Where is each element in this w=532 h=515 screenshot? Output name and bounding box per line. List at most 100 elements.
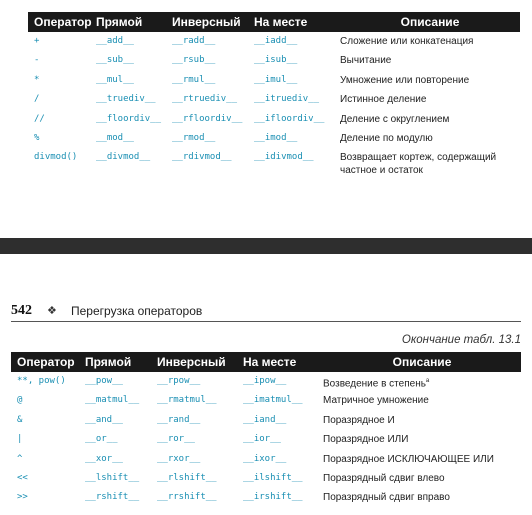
inverse-method-cell-text: __rtruediv__: [172, 94, 238, 105]
inverse-method-cell-text: __rxor__: [157, 453, 201, 464]
inverse-method-cell: __ror__: [151, 430, 237, 449]
direct-method-cell-text: __add__: [96, 36, 134, 46]
header-inverse: Инверсный: [166, 12, 248, 32]
operator-cell: +: [28, 32, 90, 51]
direct-method-cell: __matmul__: [79, 391, 151, 410]
description-cell-text: Вычитание: [340, 55, 392, 67]
operator-cell: <<: [11, 469, 79, 488]
direct-method-cell-text: __mul__: [96, 74, 134, 85]
direct-method-cell-text: __rshift__: [85, 492, 140, 503]
operator-table-bottom: Оператор Прямой Инверсный На месте Описа…: [11, 352, 521, 508]
description-cell-text: Поразрядный сдвиг влево: [323, 472, 445, 484]
header-direct: Прямой: [79, 352, 151, 372]
description-cell-text: Поразрядное ИЛИ: [323, 434, 409, 446]
page-number: 542: [11, 303, 32, 318]
table-row: - __sub__ __rsub__ __isub__ Вычитание: [28, 51, 520, 70]
table-header-row: Оператор Прямой Инверсный На месте Описа…: [11, 352, 521, 372]
operator-cell-text: -: [34, 55, 40, 66]
table-row: % __mod__ __rmod__ __imod__ Деление по модул…: [28, 129, 520, 148]
operator-cell: >>: [11, 488, 79, 507]
inplace-method-cell: __ior__: [237, 430, 317, 449]
direct-method-cell: __rshift__: [79, 488, 151, 507]
operator-cell-text: *: [34, 74, 40, 85]
direct-method-cell-text: __floordiv__: [96, 113, 162, 124]
description-cell: Поразрядное ИЛИ: [317, 430, 521, 449]
inplace-method-cell: __isub__: [248, 51, 334, 70]
table-header-row: Оператор Прямой Инверсный На месте Описа…: [28, 12, 520, 32]
table-continuation-caption: Окончание табл. 13.1: [401, 334, 521, 346]
inplace-method-cell-text: __itruediv__: [254, 94, 320, 105]
inplace-method-cell: __imod__: [248, 129, 334, 148]
table-row: | __or__ __ror__ __ior__ Поразрядное ИЛИ: [11, 430, 521, 449]
direct-method-cell-text: __xor__: [85, 453, 123, 464]
inplace-method-cell: __imul__: [248, 71, 334, 90]
inplace-method-cell: __ifloordiv__: [248, 110, 334, 129]
operator-cell: //: [28, 110, 90, 129]
description-cell: Деление с округлением: [334, 110, 520, 129]
direct-method-cell-text: __divmod__: [96, 152, 151, 163]
description-cell-text: Истинное деление: [340, 94, 427, 106]
direct-method-cell: __add__: [90, 32, 166, 51]
operator-cell-text: ^: [17, 453, 23, 464]
description-cell: Поразрядное И: [317, 411, 521, 430]
direct-method-cell-text: __lshift__: [85, 472, 140, 483]
inplace-method-cell: __itruediv__: [248, 90, 334, 109]
table-row: @ __matmul__ __rmatmul__ __imatmul__ Матричн…: [11, 391, 521, 410]
inverse-method-cell: __rmul__: [166, 71, 248, 90]
operator-cell: |: [11, 430, 79, 449]
operator-cell-text: +: [34, 36, 40, 46]
inverse-method-cell-text: __rand__: [157, 414, 201, 425]
operator-cell-text: //: [34, 113, 45, 124]
running-header: 542 ❖ Перегрузка операторов: [11, 303, 521, 322]
table-row: **, pow() __pow__ __rpow__ __ipow__ Возведен…: [11, 372, 521, 391]
direct-method-cell: __pow__: [79, 372, 151, 391]
description-cell: Поразрядный сдвиг вправо: [317, 488, 521, 507]
header-direct: Прямой: [90, 12, 166, 32]
operator-cell-text: <<: [17, 472, 28, 483]
table-row: * __mul__ __rmul__ __imul__ Умножение или по…: [28, 71, 520, 90]
direct-method-cell: __and__: [79, 411, 151, 430]
description-cell: Умножение или повторение: [334, 71, 520, 90]
operator-cell-text: /: [34, 94, 40, 105]
description-cell: Поразрядный сдвиг влево: [317, 469, 521, 488]
inplace-method-cell-text: __ior__: [243, 434, 281, 445]
description-cell: Возвращает кортеж, содержащий частное и …: [334, 148, 520, 177]
inplace-method-cell-text: __iand__: [243, 414, 287, 425]
direct-method-cell-text: __or__: [85, 434, 118, 445]
inplace-method-cell: __irshift__: [237, 488, 317, 507]
table-row: & __and__ __rand__ __iand__ Поразрядное И: [11, 411, 521, 430]
direct-method-cell: __divmod__: [90, 148, 166, 177]
table-body: + __add__ __radd__ __iadd__ Сложение или кон…: [28, 32, 520, 177]
operator-cell-text: %: [34, 132, 40, 143]
inverse-method-cell: __rmod__: [166, 129, 248, 148]
footnote-marker: a: [425, 378, 430, 384]
inverse-method-cell: __rsub__: [166, 51, 248, 70]
header-inverse: Инверсный: [151, 352, 237, 372]
operator-cell: %: [28, 129, 90, 148]
inplace-method-cell-text: __ipow__: [243, 376, 287, 386]
inplace-method-cell-text: __ifloordiv__: [254, 113, 325, 124]
direct-method-cell: __lshift__: [79, 469, 151, 488]
description-cell-text: Матричное умножение: [323, 395, 429, 407]
direct-method-cell-text: __mod__: [96, 132, 134, 143]
inplace-method-cell-text: __iadd__: [254, 36, 298, 46]
inplace-method-cell-text: __irshift__: [243, 492, 303, 503]
inverse-method-cell: __rxor__: [151, 450, 237, 469]
operator-cell-text: **, pow(): [17, 376, 66, 386]
inverse-method-cell: __rmatmul__: [151, 391, 237, 410]
description-cell: Возведение в степеньa: [317, 372, 521, 391]
inverse-method-cell-text: __radd__: [172, 36, 216, 46]
operator-cell-text: @: [17, 395, 23, 406]
inverse-method-cell-text: __rpow__: [157, 376, 201, 386]
operator-cell-text: divmod(): [34, 152, 78, 163]
direct-method-cell: __mod__: [90, 129, 166, 148]
description-cell-text: Умножение или повторение: [340, 74, 470, 86]
chapter-title: Перегрузка операторов: [71, 304, 203, 318]
inverse-method-cell-text: __rlshift__: [157, 472, 217, 483]
description-cell: Поразрядное ИСКЛЮЧАЮЩЕЕ ИЛИ: [317, 450, 521, 469]
inverse-method-cell: __radd__: [166, 32, 248, 51]
table-body: **, pow() __pow__ __rpow__ __ipow__ Возведен…: [11, 372, 521, 508]
direct-method-cell-text: __sub__: [96, 55, 134, 66]
direct-method-cell: __floordiv__: [90, 110, 166, 129]
direct-method-cell-text: __and__: [85, 414, 123, 425]
